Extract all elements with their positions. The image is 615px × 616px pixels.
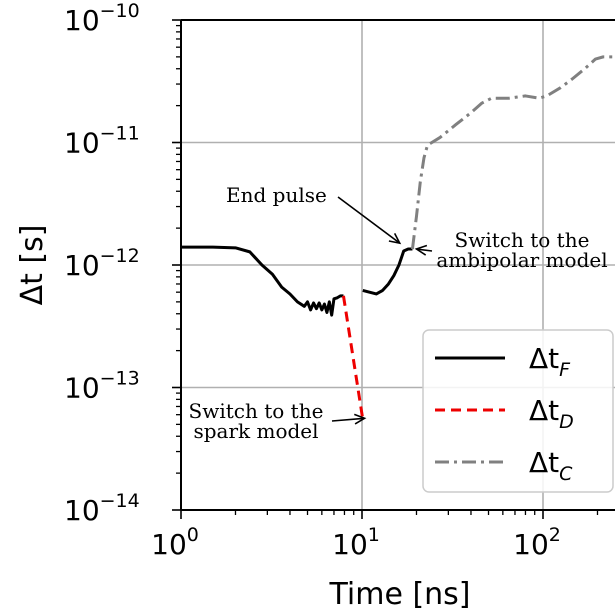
series-line-c xyxy=(410,55,615,250)
annotation-switch-ambipolar-arrow xyxy=(416,248,433,252)
legend-box xyxy=(422,329,614,493)
annotation-switch-spark-line: spark model xyxy=(193,419,318,443)
annotation-switch-ambipolar-arrowhead xyxy=(414,244,428,256)
x-tick-label: 101 xyxy=(332,524,380,561)
series-layer xyxy=(181,55,615,420)
legend-label-f: ΔtF xyxy=(529,342,571,381)
annotation-switch-spark-line: Switch to the xyxy=(189,399,324,423)
y-tick-label: 10−12 xyxy=(64,245,140,282)
y-tick-label: 10−10 xyxy=(64,0,140,37)
annotation-end-pulse-line: End pulse xyxy=(226,183,327,207)
annotation-switch-ambipolar-line: Switch to the xyxy=(455,228,590,252)
annotation-switch-spark-arrow xyxy=(331,417,365,422)
y-tick-label: 10−11 xyxy=(64,123,140,160)
annotation-switch-spark-arrowhead xyxy=(354,413,367,425)
axes: 100 101 102 10−10 10−11 10−12 10−13 10−14 xyxy=(64,0,615,561)
annotation-end-pulse-arrowhead xyxy=(388,232,402,245)
x-axis-title: Time [ns] xyxy=(328,577,470,612)
series-line-d xyxy=(341,295,365,420)
annotation-switch-ambipolar-line: ambipolar model xyxy=(436,248,607,272)
annotation-end-pulse-arrow xyxy=(337,196,401,244)
x-tick-label: 102 xyxy=(513,524,561,561)
x-tick-label: 100 xyxy=(151,524,199,561)
series-line-f xyxy=(181,245,413,317)
legend: ΔtF ΔtD ΔtC xyxy=(422,329,614,493)
legend-label-c: ΔtC xyxy=(529,446,573,485)
y-tick-label: 10−13 xyxy=(64,368,140,405)
y-tick-label: 10−14 xyxy=(64,490,140,527)
legend-label-d: ΔtD xyxy=(529,394,574,433)
y-axis-title: Δt [s] xyxy=(15,225,50,306)
